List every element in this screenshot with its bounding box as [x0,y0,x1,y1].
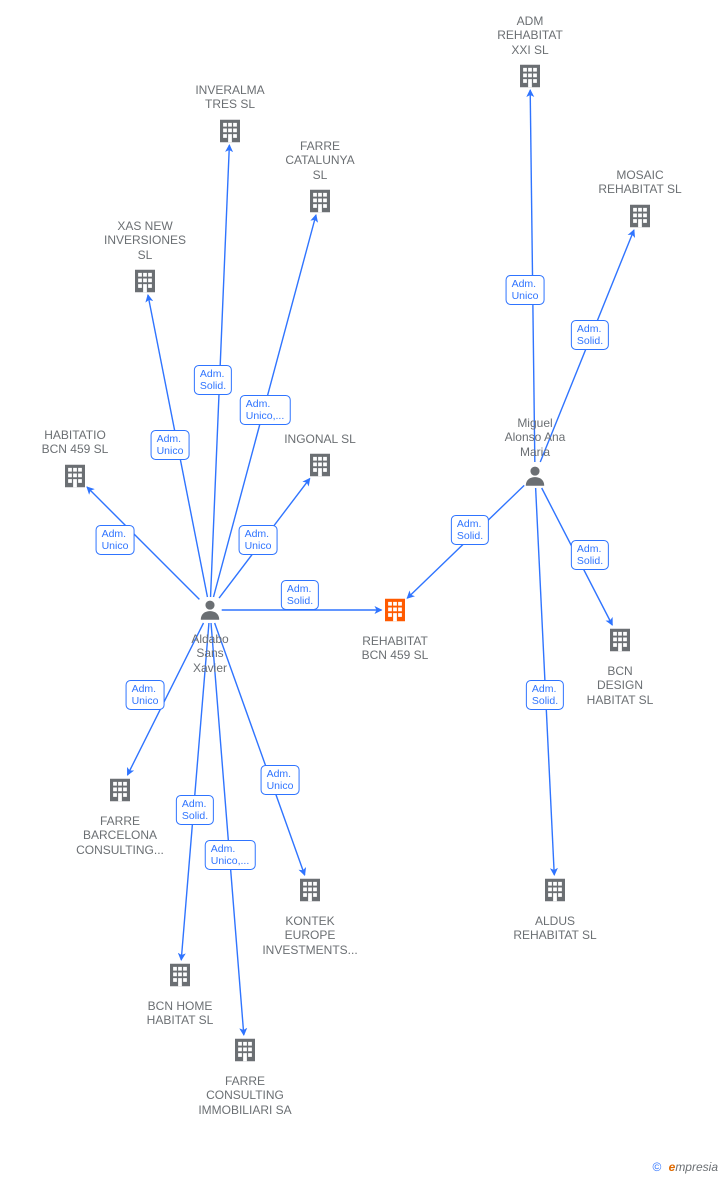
node-label: FARRE CATALUNYA SL [260,139,380,182]
building-icon [515,78,545,95]
edge-label-miguel-adm_xxi: Adm. Unico [506,275,545,305]
node-mosaic[interactable]: MOSAIC REHABITAT SL [580,168,700,236]
node-habitatio[interactable]: HABITATIO BCN 459 SL [15,428,135,496]
node-label: BCN HOME HABITAT SL [120,999,240,1028]
edge-label-aldabo-ingonal: Adm. Unico [239,525,278,555]
building-icon [165,977,195,994]
credit: © empresia [652,1160,718,1174]
edge-label-miguel-rehabitat: Adm. Solid. [451,515,489,545]
edge-label-aldabo-habitatio: Adm. Unico [96,525,135,555]
node-miguel[interactable]: Miguel Alonso Ana Maria [475,416,595,494]
node-label: FARRE BARCELONA CONSULTING... [60,814,180,857]
building-icon [540,892,570,909]
node-farre_bcn[interactable]: FARRE BARCELONA CONSULTING... [60,775,180,857]
edge-label-aldabo-kontek: Adm. Unico [261,765,300,795]
building-icon [60,478,90,495]
node-label: REHABITAT BCN 459 SL [335,634,455,663]
edge-label-aldabo-bcn_home: Adm. Solid. [176,795,214,825]
building-icon [380,612,410,629]
node-bcn_design[interactable]: BCN DESIGN HABITAT SL [560,625,680,707]
building-icon [305,467,335,484]
node-label: XAS NEW INVERSIONES SL [85,219,205,262]
edge-label-aldabo-rehabitat: Adm. Solid. [281,580,319,610]
edge-label-aldabo-farre_bcn: Adm. Unico [126,680,165,710]
node-label: KONTEK EUROPE INVESTMENTS... [250,914,370,957]
node-bcn_home[interactable]: BCN HOME HABITAT SL [120,960,240,1028]
node-label: BCN DESIGN HABITAT SL [560,664,680,707]
edge-label-miguel-aldus: Adm. Solid. [526,680,564,710]
building-icon [625,218,655,235]
node-rehabitat[interactable]: REHABITAT BCN 459 SL [335,595,455,663]
node-label: INGONAL SL [260,432,380,446]
person-icon [522,476,548,493]
node-label: ADM REHABITAT XXI SL [470,14,590,57]
edge-label-aldabo-farre_cat: Adm. Unico,... [240,395,291,425]
node-label: INVERALMA TRES SL [170,83,290,112]
building-icon [230,1052,260,1069]
node-aldus[interactable]: ALDUS REHABITAT SL [495,875,615,943]
copyright-symbol: © [652,1160,661,1174]
edge-label-miguel-bcn_design: Adm. Solid. [571,540,609,570]
building-icon [105,792,135,809]
node-label: MOSAIC REHABITAT SL [580,168,700,197]
node-ingonal[interactable]: INGONAL SL [260,432,380,485]
building-icon [305,203,335,220]
edge-label-aldabo-inveralma: Adm. Solid. [194,365,232,395]
building-icon [215,133,245,150]
node-label: HABITATIO BCN 459 SL [15,428,135,457]
node-farre_cat[interactable]: FARRE CATALUNYA SL [260,139,380,221]
building-icon [130,283,160,300]
node-aldabo[interactable]: Aldabo Sans Xavier [150,597,270,675]
edge-label-aldabo-xas_new: Adm. Unico [151,430,190,460]
building-icon [295,892,325,909]
node-adm_xxi[interactable]: ADM REHABITAT XXI SL [470,14,590,96]
brand-rest: mpresia [675,1160,718,1174]
node-label: Miguel Alonso Ana Maria [475,416,595,459]
node-label: FARRE CONSULTING IMMOBILIARI SA [185,1074,305,1117]
node-kontek[interactable]: KONTEK EUROPE INVESTMENTS... [250,875,370,957]
edge-label-aldabo-farre_immo: Adm. Unico,... [205,840,256,870]
node-label: ALDUS REHABITAT SL [495,914,615,943]
person-icon [197,610,223,627]
node-xas_new[interactable]: XAS NEW INVERSIONES SL [85,219,205,301]
edge-label-miguel-mosaic: Adm. Solid. [571,320,609,350]
node-label: Aldabo Sans Xavier [150,632,270,675]
node-farre_immo[interactable]: FARRE CONSULTING IMMOBILIARI SA [185,1035,305,1117]
building-icon [605,642,635,659]
